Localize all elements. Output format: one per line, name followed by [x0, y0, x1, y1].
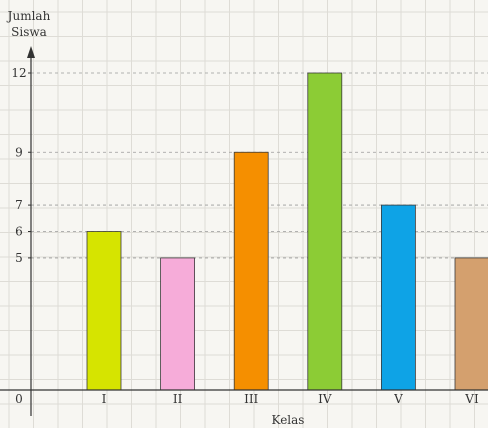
x-axis-title: Kelas — [272, 413, 305, 427]
x-tick-label: VI — [464, 392, 479, 406]
y-axis-arrowhead — [27, 46, 35, 58]
y-tick-labels: 0 5 6 7 9 12 — [11, 66, 31, 406]
x-tick-labels: I II III IV V VI — [102, 392, 479, 406]
y-tick-label: 12 — [11, 66, 26, 80]
x-tick-label: III — [244, 392, 258, 406]
x-tick-label: II — [173, 392, 183, 406]
y-axis-title-line-2: Siswa — [11, 25, 47, 39]
y-tick-label: 7 — [15, 198, 23, 212]
y-tick-label: 9 — [15, 145, 23, 159]
bar-III — [233, 151, 269, 391]
y-tick-label: 0 — [15, 392, 23, 406]
bars-group — [86, 72, 488, 391]
y-tick-label: 6 — [15, 225, 23, 239]
x-tick-label: I — [102, 392, 107, 406]
x-tick-label: V — [393, 392, 403, 406]
bar-II — [160, 257, 196, 391]
bar-V — [380, 204, 416, 391]
y-tick-label: 5 — [15, 251, 23, 265]
axes-group — [0, 46, 488, 416]
x-tick-label: IV — [318, 392, 332, 406]
bar-IV — [307, 72, 343, 391]
bar-VI — [454, 257, 488, 391]
bar-I — [86, 231, 122, 391]
y-axis-title-line-1: Jumlah — [6, 9, 51, 23]
